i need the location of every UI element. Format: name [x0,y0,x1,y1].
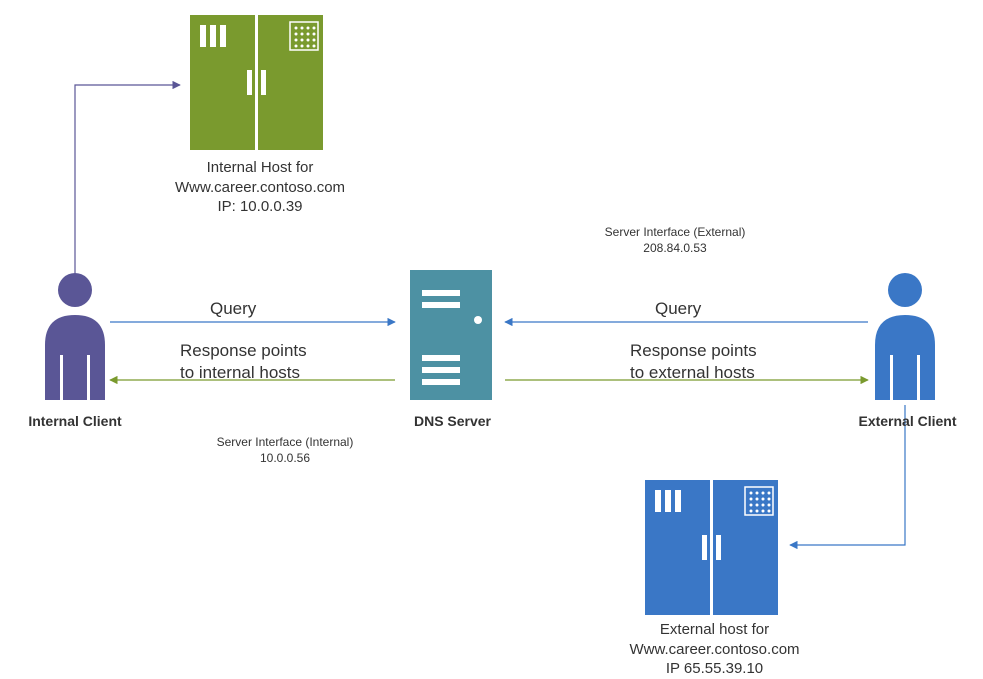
internal-host-line3: IP: 10.0.0.39 [217,198,302,215]
external-client-icon [875,273,935,400]
internal-host-line2: Www.career.contoso.com [175,179,345,196]
external-host-label: External host for Www.career.contoso.com… [612,620,817,679]
internal-host-line1: Internal Host for [207,159,314,176]
diagram-svg [0,0,983,679]
right-response-line2: to external hosts [630,363,755,382]
dns-server-label: DNS Server [405,412,500,430]
dns-server-icon [410,270,492,400]
dns-policy-diagram: Internal Client External Client DNS Serv… [0,0,983,679]
external-host-line3: IP 65.55.39.10 [666,660,763,677]
internal-client-icon [45,273,105,400]
right-query-label: Query [655,298,701,320]
left-response-line1: Response points [180,341,307,360]
left-response-line2: to internal hosts [180,363,300,382]
internal-interface-ip: 10.0.0.56 [260,451,310,465]
external-host-line2: Www.career.contoso.com [629,641,799,658]
internal-interface-label: Server Interface (Internal) 10.0.0.56 [185,435,385,466]
external-interface-ip: 208.84.0.53 [643,241,706,255]
external-interface-label: Server Interface (External) 208.84.0.53 [575,225,775,256]
right-response-line1: Response points [630,341,757,360]
internal-host-icon [190,15,323,150]
external-host-line1: External host for [660,621,769,638]
left-response-label: Response points to internal hosts [180,340,307,384]
left-query-label: Query [210,298,256,320]
external-client-label: External Client [845,412,970,430]
external-host-icon [645,480,778,615]
internal-host-label: Internal Host for Www.career.contoso.com… [160,158,360,217]
external-interface-text: Server Interface (External) [605,225,746,239]
internal-client-label: Internal Client [15,412,135,430]
right-response-label: Response points to external hosts [630,340,757,384]
internal-interface-text: Server Interface (Internal) [217,435,354,449]
